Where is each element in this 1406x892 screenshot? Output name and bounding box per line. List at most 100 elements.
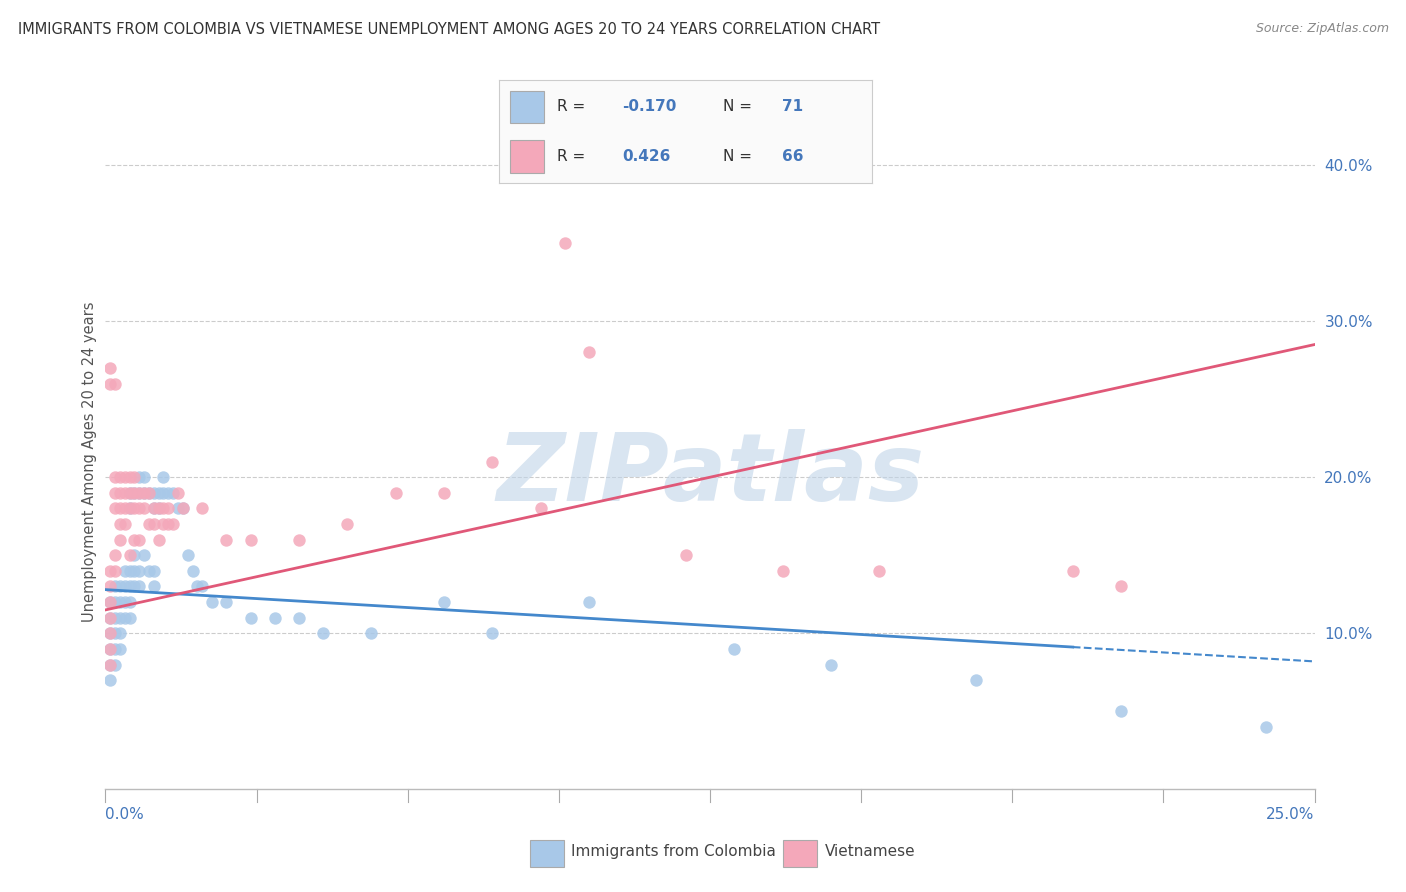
Text: R =: R = [557, 99, 585, 114]
Point [167, 485, 190, 500]
Point [578, 595, 600, 609]
Point [172, 501, 194, 516]
Point [152, 517, 174, 532]
Point [162, 485, 184, 500]
Point [98, 595, 121, 609]
Point [118, 611, 141, 625]
Point [104, 611, 127, 625]
Point [104, 470, 127, 484]
Point [98, 673, 121, 687]
Point [820, 657, 842, 672]
Point [134, 548, 156, 563]
FancyBboxPatch shape [783, 840, 817, 867]
Text: 0.0%: 0.0% [105, 807, 145, 822]
Point [108, 485, 131, 500]
Point [181, 564, 204, 578]
Point [108, 470, 131, 484]
Point [98, 611, 121, 625]
Point [868, 564, 890, 578]
Point [134, 470, 156, 484]
Point [263, 611, 285, 625]
Point [108, 595, 131, 609]
Point [191, 580, 214, 594]
Point [98, 361, 121, 376]
Point [134, 501, 156, 516]
Point [118, 548, 141, 563]
Point [138, 564, 160, 578]
Point [360, 626, 382, 640]
Point [128, 470, 150, 484]
Point [104, 485, 127, 500]
Point [239, 533, 262, 547]
Point [98, 626, 121, 640]
Point [118, 501, 141, 516]
Point [114, 485, 136, 500]
Text: N =: N = [723, 99, 752, 114]
Point [104, 657, 127, 672]
Point [104, 501, 127, 516]
Point [152, 485, 174, 500]
Text: N =: N = [723, 149, 752, 164]
Point [114, 580, 136, 594]
Point [108, 611, 131, 625]
Point [148, 501, 170, 516]
Text: -0.170: -0.170 [621, 99, 676, 114]
Point [1109, 580, 1132, 594]
Point [1062, 564, 1084, 578]
Text: Vietnamese: Vietnamese [825, 844, 915, 859]
Point [433, 485, 456, 500]
Point [98, 642, 121, 657]
FancyBboxPatch shape [530, 840, 564, 867]
Point [128, 533, 150, 547]
Point [98, 657, 121, 672]
Point [114, 470, 136, 484]
Point [118, 564, 141, 578]
FancyBboxPatch shape [510, 140, 544, 173]
Point [965, 673, 987, 687]
Point [98, 657, 121, 672]
Text: ZIPatlas: ZIPatlas [496, 429, 924, 521]
Point [118, 485, 141, 500]
Text: Immigrants from Colombia: Immigrants from Colombia [571, 844, 776, 859]
Point [186, 580, 208, 594]
Text: Source: ZipAtlas.com: Source: ZipAtlas.com [1256, 22, 1389, 36]
Point [554, 236, 576, 251]
Point [288, 533, 311, 547]
FancyBboxPatch shape [510, 91, 544, 123]
Point [108, 642, 131, 657]
Point [152, 470, 174, 484]
Point [578, 345, 600, 359]
Point [128, 485, 150, 500]
Point [148, 485, 170, 500]
Point [118, 595, 141, 609]
Point [530, 501, 553, 516]
Point [148, 533, 170, 547]
Point [772, 564, 794, 578]
Text: 66: 66 [782, 149, 804, 164]
Point [142, 501, 165, 516]
Point [124, 485, 146, 500]
Point [157, 517, 180, 532]
Point [201, 595, 224, 609]
Point [312, 626, 335, 640]
Point [384, 485, 406, 500]
Point [157, 485, 180, 500]
Text: R =: R = [557, 149, 585, 164]
Point [481, 626, 503, 640]
Point [98, 626, 121, 640]
Text: 0.426: 0.426 [621, 149, 671, 164]
Point [157, 501, 180, 516]
Point [124, 580, 146, 594]
Point [176, 548, 198, 563]
Point [118, 470, 141, 484]
Point [108, 533, 131, 547]
Point [481, 455, 503, 469]
Point [148, 501, 170, 516]
Point [98, 376, 121, 391]
Point [142, 580, 165, 594]
Point [142, 517, 165, 532]
Point [108, 517, 131, 532]
Point [124, 533, 146, 547]
Point [114, 564, 136, 578]
Point [104, 548, 127, 563]
